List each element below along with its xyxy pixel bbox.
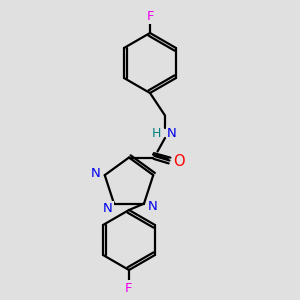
Text: F: F: [125, 281, 133, 295]
Text: H: H: [152, 127, 161, 140]
Text: F: F: [146, 10, 154, 23]
Text: N: N: [148, 200, 158, 213]
Text: N: N: [167, 127, 176, 140]
Text: O: O: [173, 154, 184, 169]
Text: N: N: [103, 202, 113, 214]
Text: N: N: [91, 167, 100, 180]
